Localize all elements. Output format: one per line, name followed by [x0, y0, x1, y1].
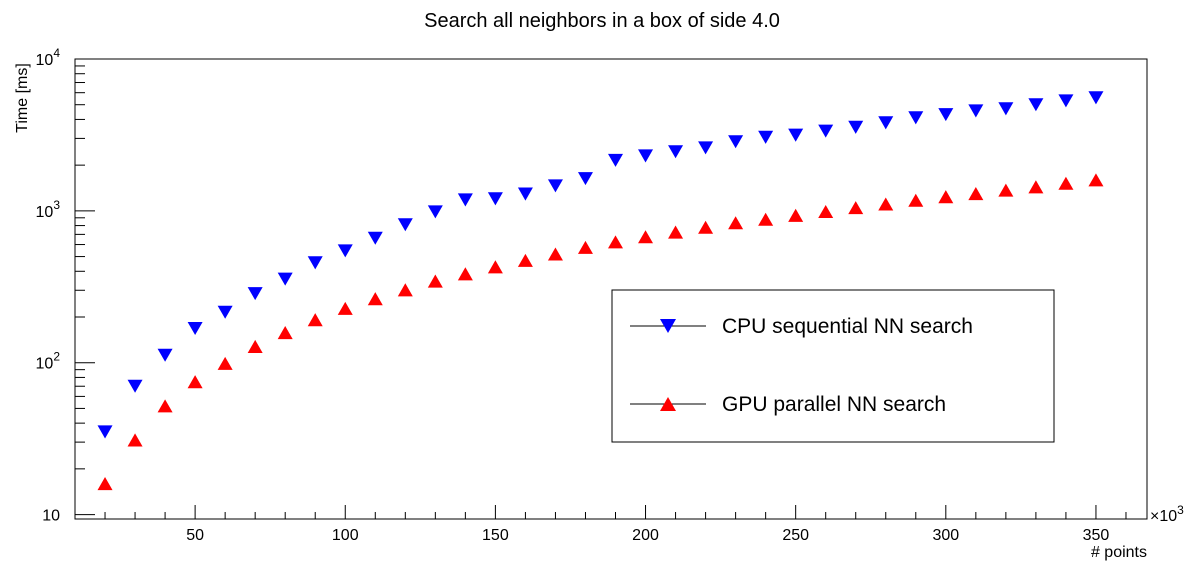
data-point [848, 120, 864, 134]
y-tick-label: 104 [36, 46, 61, 69]
data-point [968, 104, 984, 118]
data-point [938, 190, 954, 204]
data-point [157, 348, 173, 362]
legend-label: GPU parallel NN search [722, 393, 946, 416]
legend-label: CPU sequential NN search [722, 315, 973, 338]
data-point [577, 172, 593, 186]
x-tick-label: 200 [632, 527, 659, 544]
data-point [908, 193, 924, 207]
data-point [968, 187, 984, 201]
data-point [547, 179, 563, 193]
legend-marker [660, 397, 676, 411]
data-point [1028, 98, 1044, 112]
y-tick-label: 10 [42, 508, 60, 525]
data-point [998, 183, 1014, 197]
data-point [608, 153, 624, 167]
data-point [1088, 91, 1104, 105]
x-tick-label: 150 [482, 527, 509, 544]
data-point [878, 116, 894, 130]
data-point [277, 326, 293, 340]
data-point [397, 218, 413, 232]
plot-frame [74, 58, 1148, 520]
data-point [1088, 173, 1104, 187]
data-point [938, 108, 954, 122]
y-axis: 10 102 103 104 [36, 46, 95, 525]
data-point [247, 339, 263, 353]
data-point [187, 321, 203, 336]
x-tick-label: 50 [186, 527, 204, 544]
x-axis: 50 100 150 200 250 300 350 [104, 505, 1127, 544]
data-point [1028, 180, 1044, 194]
data-point [698, 220, 714, 234]
data-point [457, 193, 473, 207]
data-point [728, 216, 744, 230]
y-axis-label: Time [ms] [14, 63, 31, 133]
data-point [608, 235, 624, 249]
data-point [487, 192, 503, 206]
y-tick-label: 103 [36, 198, 61, 221]
data-point [97, 425, 113, 439]
data-point [367, 231, 383, 245]
data-point [788, 208, 804, 222]
x-axis-multiplier: ×103 [1150, 503, 1184, 525]
data-point [848, 201, 864, 215]
data-point [127, 433, 143, 447]
legend-marker [660, 319, 676, 333]
data-point [728, 135, 744, 149]
data-point [788, 128, 804, 142]
data-point [998, 102, 1014, 116]
data-point [818, 204, 834, 219]
x-tick-label: 300 [932, 527, 959, 544]
data-point [337, 301, 353, 315]
x-tick-label: 350 [1083, 527, 1110, 544]
data-point [638, 149, 654, 163]
data-point [698, 141, 714, 155]
data-point [247, 287, 263, 301]
data-point [547, 247, 563, 261]
data-point [157, 399, 173, 413]
x-axis-label: # points [1091, 544, 1147, 561]
y-tick-label: 102 [36, 350, 61, 373]
chart-title: Search all neighbors in a box of side 4.… [424, 10, 780, 32]
data-point [457, 267, 473, 281]
data-point [668, 145, 684, 159]
data-point [517, 253, 533, 267]
data-point [638, 230, 654, 244]
data-point [187, 375, 203, 389]
data-point [97, 477, 113, 491]
data-point [758, 212, 774, 226]
series-layer [97, 91, 1104, 491]
data-point [427, 205, 443, 219]
legend: CPU sequential NN search GPU parallel NN … [611, 289, 1055, 443]
series-gpu [97, 173, 1104, 491]
data-point [1058, 176, 1074, 190]
data-point [307, 313, 323, 327]
data-point [758, 130, 774, 144]
data-point [367, 292, 383, 306]
data-point [668, 225, 684, 239]
data-point [487, 260, 503, 274]
data-point [277, 272, 293, 286]
x-tick-label: 100 [332, 527, 359, 544]
data-point [337, 244, 353, 258]
data-point [307, 256, 323, 270]
legend-box [611, 289, 1055, 443]
data-point [818, 124, 834, 138]
data-point [1058, 94, 1074, 108]
data-point [908, 111, 924, 125]
data-point [127, 379, 143, 393]
data-point [517, 187, 533, 201]
data-point [217, 356, 233, 370]
series-cpu [97, 91, 1104, 439]
x-tick-label: 250 [782, 527, 809, 544]
data-point [577, 240, 593, 254]
data-point [397, 283, 413, 297]
data-point [878, 197, 894, 211]
data-point [217, 305, 233, 319]
data-point [427, 274, 443, 288]
